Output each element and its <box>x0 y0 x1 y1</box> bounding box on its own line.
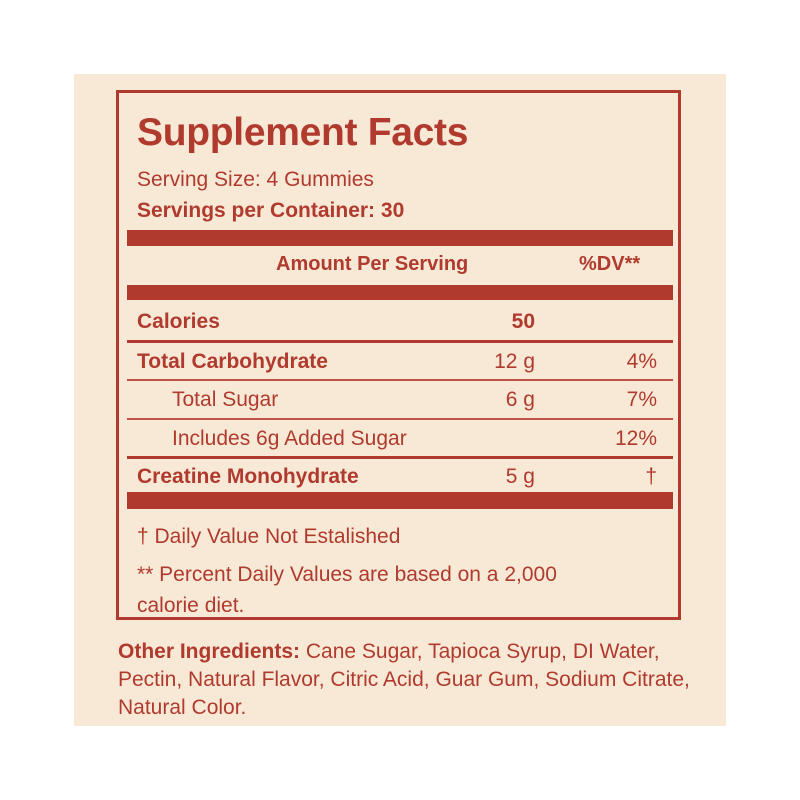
row-divider <box>127 379 673 381</box>
nutrient-dv: 7% <box>626 388 657 411</box>
nutrient-dv: 12% <box>614 427 657 450</box>
other-ingredients: Other Ingredients: Cane Sugar, Tapioca S… <box>118 638 698 722</box>
label-title: Supplement Facts <box>137 111 469 154</box>
label-panel: Supplement Facts Serving Size: 4 Gummies… <box>74 74 726 726</box>
column-header-row: Amount Per Serving %DV** <box>127 253 673 281</box>
nutrient-row-creatine: Creatine Monohydrate 5 g † <box>127 457 673 495</box>
footnote-daily-value: ** Percent Daily Values are based on a 2… <box>137 563 557 617</box>
nutrient-row-added-sugar: Includes 6g Added Sugar 12% <box>127 419 673 457</box>
servings-per-container: Servings per Container: 30 <box>137 199 405 222</box>
row-divider <box>127 340 673 343</box>
thick-divider-header <box>127 285 673 300</box>
nutrient-name: Includes 6g Added Sugar <box>172 427 407 450</box>
other-ingredients-label: Other Ingredients: <box>118 640 301 663</box>
amount-per-serving-header: Amount Per Serving <box>276 253 469 275</box>
footnote-dagger: † Daily Value Not Estalished <box>137 525 401 548</box>
supplement-facts-box: Supplement Facts Serving Size: 4 Gummies… <box>116 90 681 620</box>
dv-header: %DV** <box>579 253 641 275</box>
nutrient-row-calories: Calories 50 <box>127 302 673 340</box>
nutrient-amount: 12 g <box>494 350 535 373</box>
thick-divider-top <box>127 230 673 246</box>
row-divider <box>127 456 673 459</box>
nutrient-amount: 50 <box>511 310 535 333</box>
nutrient-amount: 5 g <box>505 465 535 488</box>
nutrient-name: Calories <box>137 310 220 333</box>
nutrient-dv: 4% <box>626 350 657 373</box>
nutrient-name: Creatine Monohydrate <box>137 465 359 488</box>
nutrient-name: Total Carbohydrate <box>137 350 328 373</box>
other-ingredients-text: Cane Sugar, Tapioca Syrup, DI Water, Pec… <box>118 640 690 719</box>
nutrient-row-total-sugar: Total Sugar 6 g 7% <box>127 380 673 418</box>
thick-divider-bottom <box>127 492 673 509</box>
nutrient-amount: 6 g <box>505 388 535 411</box>
nutrient-name: Total Sugar <box>172 388 279 411</box>
serving-size: Serving Size: 4 Gummies <box>137 168 374 191</box>
nutrient-dv: † <box>645 465 657 488</box>
nutrient-row-total-carbohydrate: Total Carbohydrate 12 g 4% <box>127 342 673 380</box>
row-divider <box>127 418 673 420</box>
